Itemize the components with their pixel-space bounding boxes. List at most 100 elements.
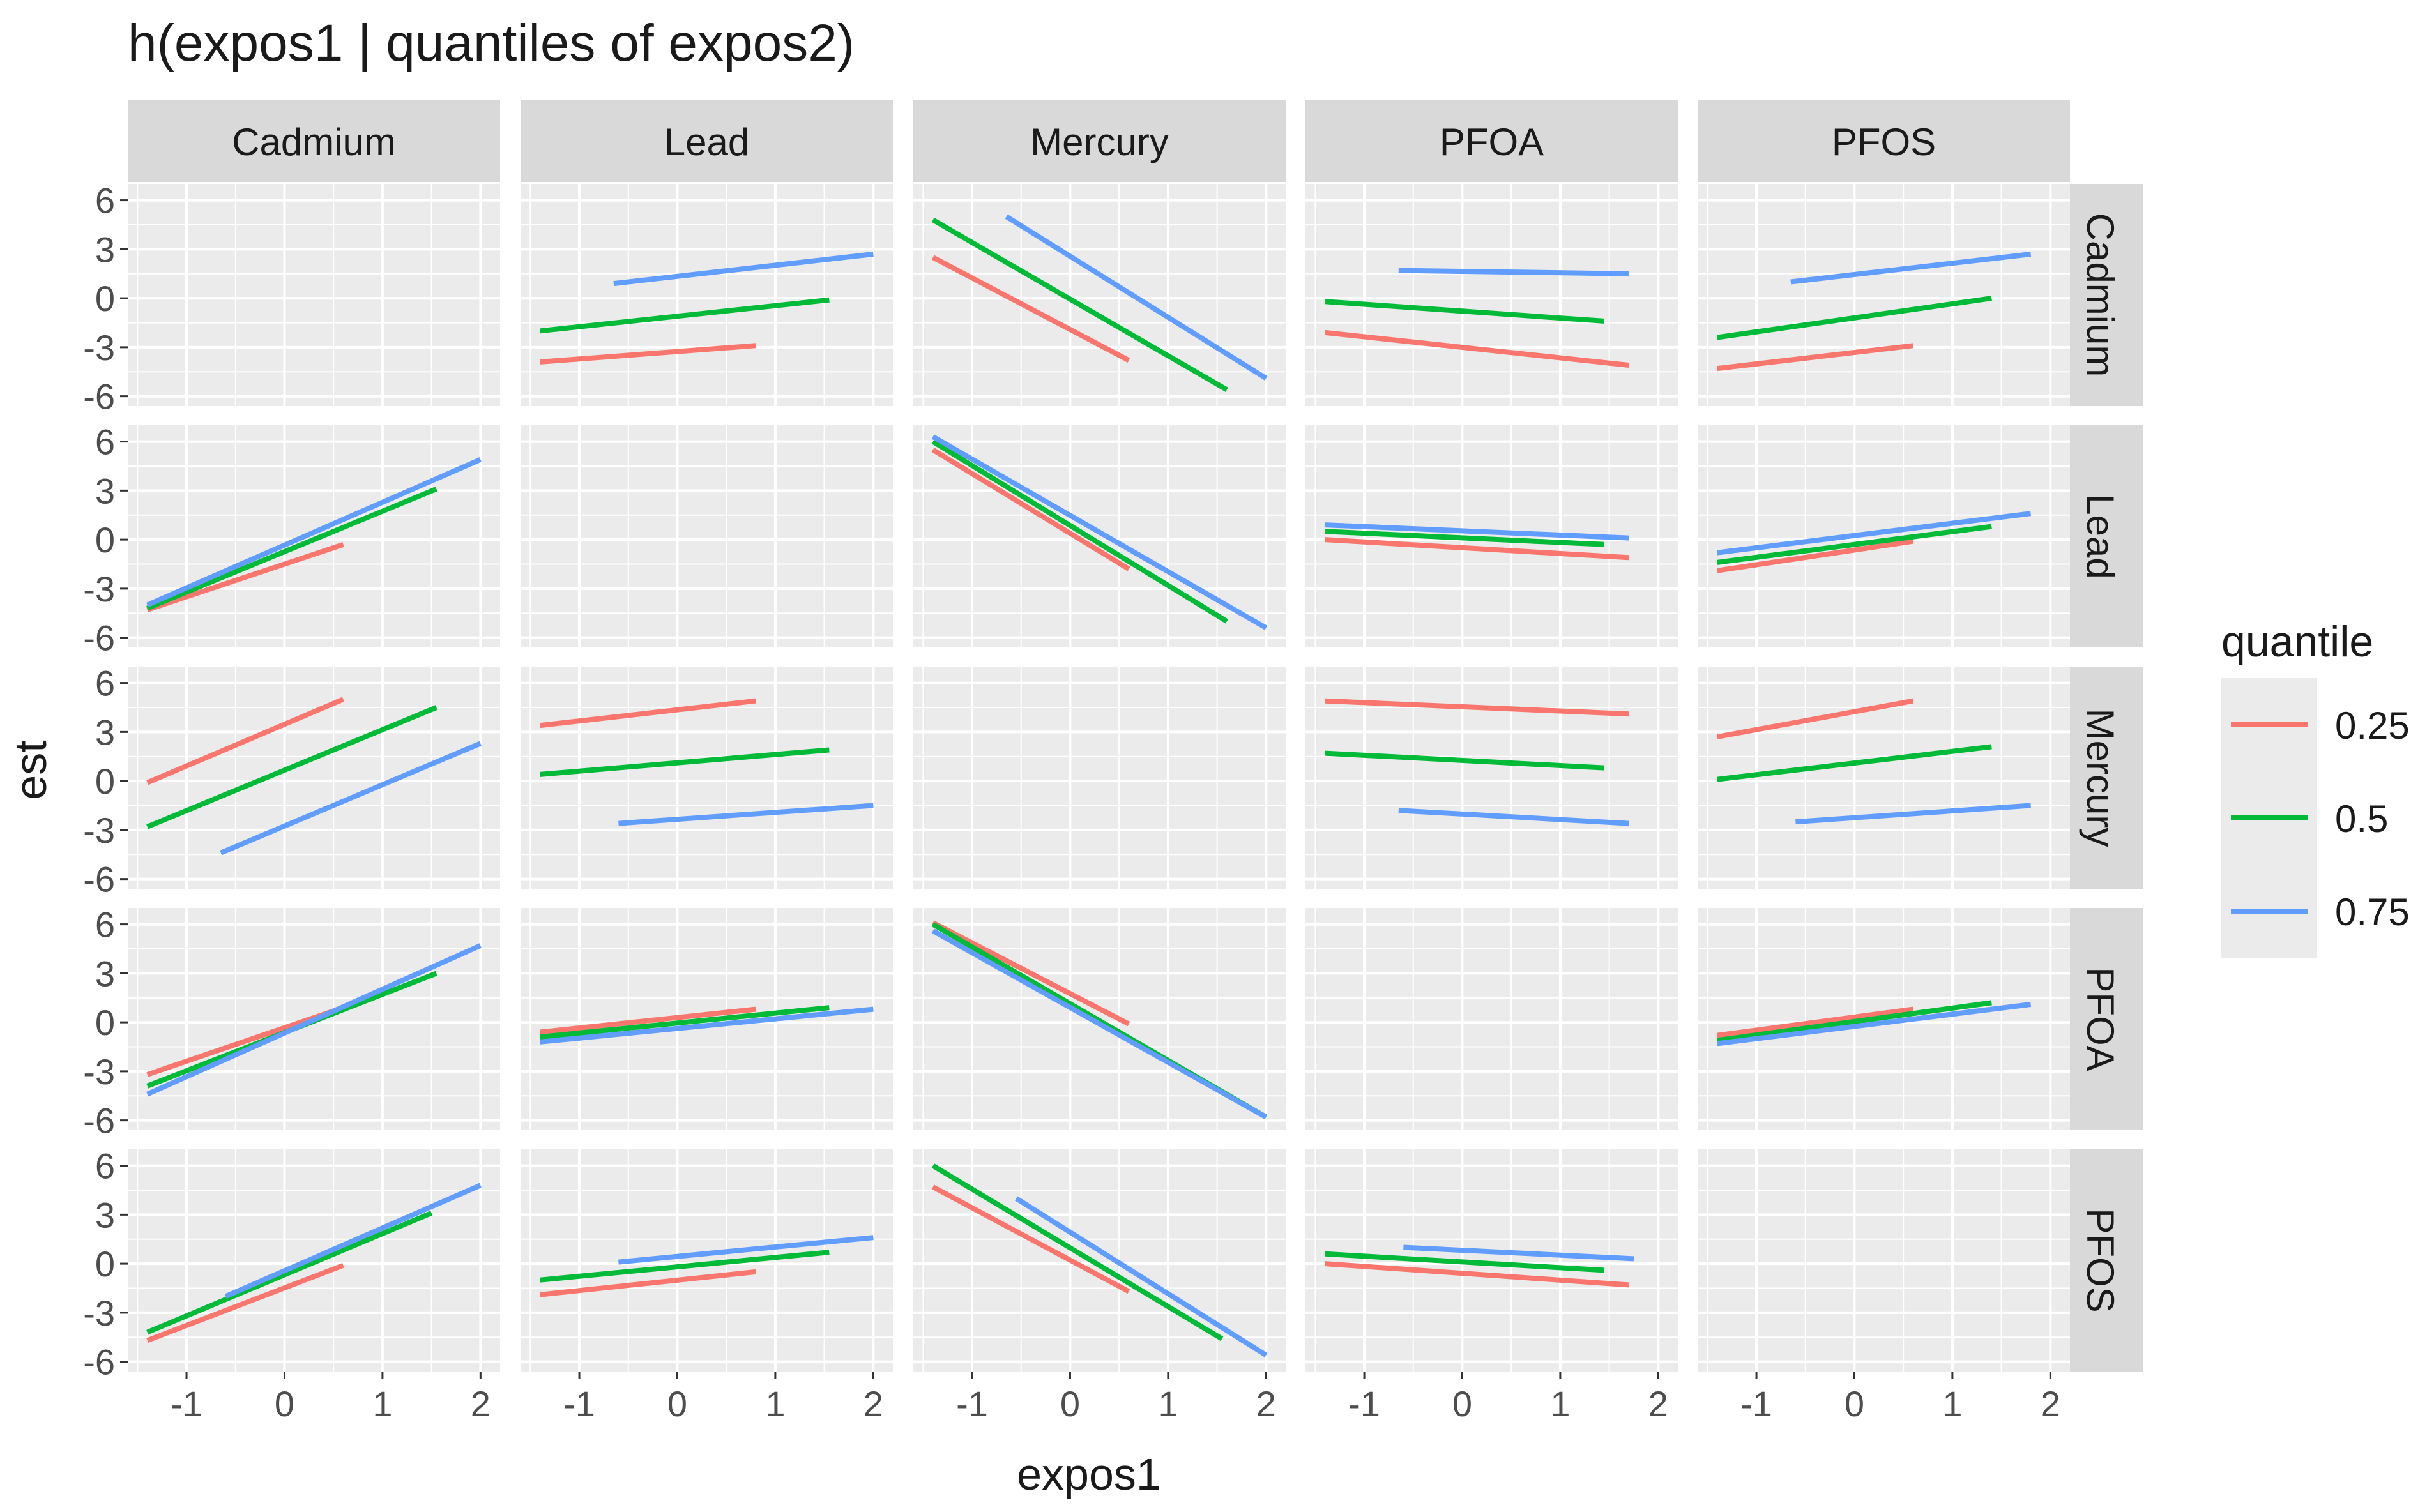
series-line-q0-25-pfos-pfoa	[1325, 1261, 1629, 1288]
series-line-q0-75-lead-pfoa	[1325, 522, 1629, 541]
series-line-q0-5-cadmium-mercury	[931, 217, 1228, 392]
x-tick-label: 0	[1452, 1384, 1472, 1424]
row-strip-label: PFOA	[2079, 967, 2122, 1071]
panel-mercury-mercury	[913, 667, 1286, 889]
y-tick-label: 6	[95, 663, 115, 704]
series-line-q0-25-mercury-lead	[540, 698, 756, 729]
series-line-q0-5-pfoa-pfos	[1717, 1000, 1992, 1043]
series-line-q0-5-pfoa-lead	[540, 1005, 830, 1040]
panel-mercury-lead	[521, 667, 893, 889]
row-strip-lead	[2060, 425, 2143, 647]
y-tick-label: -6	[83, 377, 115, 417]
series-line-q0-75-pfos-lead	[618, 1235, 874, 1265]
series-line-q0-75-cadmium-mercury	[1005, 214, 1268, 381]
panel-pfos-mercury	[913, 1149, 1286, 1372]
series-line-q0-25-pfoa-pfos	[1717, 1006, 1914, 1038]
series-line-q0-75-cadmium-lead	[613, 252, 874, 287]
y-tick-label: -3	[83, 810, 115, 850]
series-line-q0-75-mercury-cadmium	[220, 741, 482, 856]
col-strip-label: Lead	[664, 121, 749, 163]
x-tick-label: 1	[1550, 1384, 1570, 1424]
col-strip-mercury	[913, 100, 1286, 182]
y-tick-label: -6	[83, 1101, 115, 1141]
row-strip-pfoa	[2060, 908, 2143, 1130]
x-tick-label: 1	[1158, 1384, 1178, 1424]
series-line-q0-25-pfos-cadmium	[146, 1262, 344, 1343]
panel-mercury-cadmium	[128, 667, 500, 889]
y-tick-label: 0	[95, 1002, 115, 1043]
series-line-q0-25-lead-cadmium	[146, 542, 344, 612]
y-tick-label: 0	[95, 520, 115, 560]
y-tick-label: -3	[83, 328, 115, 368]
x-tick-label: -1	[171, 1384, 202, 1424]
series-line-q0-75-lead-cadmium	[146, 457, 482, 608]
series-line-q0-75-lead-mercury	[931, 434, 1268, 630]
series-line-q0-25-lead-mercury	[931, 447, 1130, 571]
series-line-q0-25-mercury-cadmium	[146, 697, 345, 785]
x-tick-label: 1	[765, 1384, 785, 1424]
y-tick-label: 3	[95, 953, 115, 994]
panel-pfoa-pfos	[1698, 908, 2070, 1130]
y-tick-label: 0	[95, 761, 115, 801]
panel-lead-lead	[521, 425, 893, 647]
series-line-q0-5-mercury-pfoa	[1325, 750, 1605, 771]
row-strip-label: Lead	[2079, 494, 2122, 578]
panel-background	[128, 667, 500, 889]
series-line-q0-5-pfos-mercury	[931, 1163, 1224, 1342]
y-tick-label: 6	[95, 181, 115, 221]
series-line-q0-75-pfos-cadmium	[224, 1183, 482, 1299]
series-line-q0-5-pfos-lead	[540, 1250, 830, 1283]
series-line-q0-5-pfos-pfoa	[1325, 1251, 1605, 1273]
x-tick-label: 1	[1942, 1384, 1962, 1424]
series-line-q0-25-mercury-pfoa	[1325, 698, 1629, 717]
series-line-q0-75-mercury-pfoa	[1398, 808, 1629, 826]
y-tick-label: -6	[83, 1342, 115, 1382]
panel-background	[913, 1149, 1286, 1372]
legend-title: quantile	[2221, 617, 2373, 666]
series-line-q0-5-cadmium-pfoa	[1325, 299, 1605, 324]
panel-pfos-pfos	[1698, 1149, 2070, 1372]
x-tick-label: 2	[471, 1384, 491, 1424]
x-tick-label: 0	[1060, 1384, 1080, 1424]
row-strip-label: PFOS	[2079, 1208, 2122, 1312]
panel-cadmium-cadmium	[128, 184, 500, 406]
series-line-q0-75-pfoa-lead	[540, 1006, 874, 1045]
series-line-q0-5-pfos-cadmium	[146, 1211, 433, 1335]
series-line-q0-25-cadmium-pfoa	[1325, 329, 1629, 368]
panel-lead-cadmium	[128, 425, 500, 647]
x-tick-label: 0	[667, 1384, 687, 1424]
legend-label: 0.75	[2335, 891, 2410, 934]
panel-lead-pfos	[1698, 425, 2070, 647]
series-line-q0-25-pfoa-mercury	[931, 920, 1130, 1027]
y-tick-label: 3	[95, 1195, 115, 1235]
panel-background	[521, 1149, 893, 1372]
legend-label: 0.5	[2335, 798, 2388, 840]
panel-background	[1698, 184, 2070, 406]
x-tick-label: 0	[1845, 1384, 1864, 1424]
panel-background	[521, 667, 893, 889]
series-line-q0-25-mercury-pfos	[1716, 698, 1914, 739]
x-axis-label: expos1	[1017, 1449, 1161, 1499]
x-tick-label: 2	[1648, 1384, 1668, 1424]
y-tick-label: -6	[83, 618, 115, 658]
chart-title: h(expos1 | quantiles of expos2)	[128, 14, 855, 72]
series-line-q0-75-pfos-mercury	[1014, 1196, 1268, 1357]
y-tick-label: -3	[83, 569, 115, 609]
y-axis-label: est	[6, 740, 56, 799]
series-line-q0-5-cadmium-lead	[540, 297, 830, 334]
y-tick-label: -3	[83, 1293, 115, 1333]
series-line-q0-25-pfos-lead	[540, 1269, 756, 1297]
panel-cadmium-mercury	[913, 184, 1286, 406]
series-line-q0-5-lead-mercury	[931, 439, 1228, 624]
series-line-q0-75-pfos-pfoa	[1403, 1244, 1634, 1262]
series-line-q0-25-pfos-mercury	[931, 1184, 1130, 1294]
x-tick-label: -1	[1348, 1384, 1380, 1424]
x-tick-label: -1	[1740, 1384, 1772, 1424]
panel-cadmium-lead	[521, 184, 893, 406]
x-tick-label: -1	[956, 1384, 988, 1424]
y-tick-label: 0	[95, 1244, 115, 1284]
y-tick-label: 0	[95, 278, 115, 319]
series-line-q0-75-pfoa-cadmium	[146, 943, 482, 1097]
